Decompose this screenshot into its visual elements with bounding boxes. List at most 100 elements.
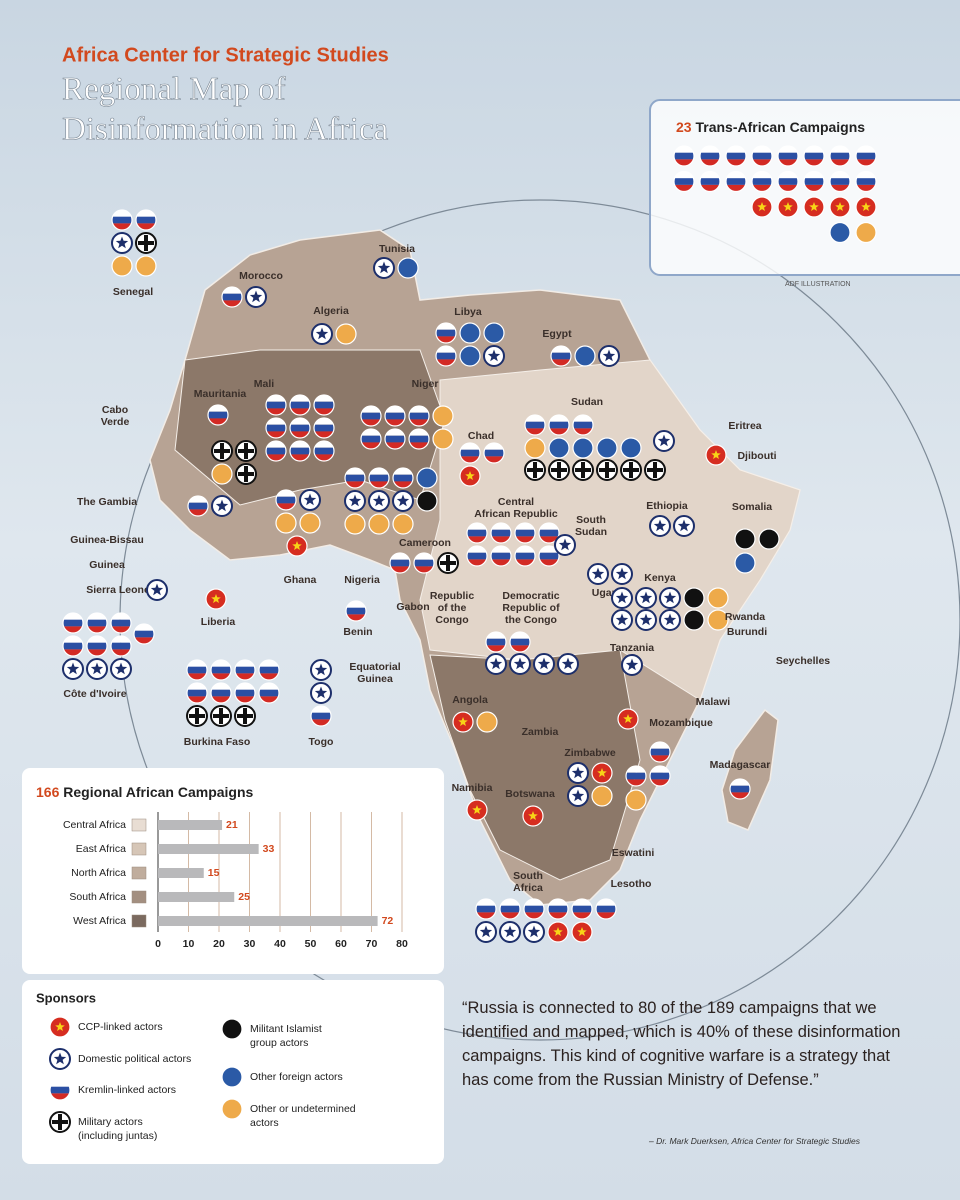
stripe bbox=[290, 431, 310, 438]
stripe bbox=[551, 352, 571, 360]
stripe bbox=[674, 178, 694, 185]
stripe bbox=[549, 421, 569, 429]
star bbox=[639, 613, 653, 626]
stripe bbox=[222, 300, 242, 307]
sponsor-icon bbox=[344, 513, 366, 535]
star bbox=[249, 290, 263, 303]
stripe bbox=[650, 742, 670, 749]
sponsor-icon bbox=[673, 145, 695, 167]
sponsor-icon bbox=[829, 221, 851, 244]
sponsor-icon bbox=[548, 414, 570, 436]
flag bbox=[778, 146, 798, 166]
stripe bbox=[830, 146, 850, 153]
flag bbox=[539, 523, 559, 543]
label-line: Djibouti bbox=[737, 450, 776, 462]
sponsor-icon bbox=[211, 495, 233, 517]
legend-line: actors bbox=[250, 1117, 279, 1129]
label-line: African Republic bbox=[474, 508, 558, 520]
stripe bbox=[467, 546, 487, 553]
flag bbox=[266, 395, 286, 415]
org-name: Africa Center for Strategic Studies bbox=[62, 44, 389, 66]
stripe bbox=[208, 405, 228, 412]
stripe bbox=[525, 415, 545, 422]
stripe bbox=[63, 649, 83, 656]
legend-icon bbox=[221, 1066, 243, 1088]
sponsor-icon bbox=[408, 405, 430, 427]
stripe bbox=[266, 401, 286, 409]
country-label: Djibouti bbox=[737, 450, 776, 462]
trans-african-count: 23 bbox=[676, 119, 692, 135]
star bbox=[602, 349, 616, 362]
sponsor-icon bbox=[567, 785, 589, 807]
country-label: Kenya bbox=[644, 572, 676, 584]
stripe bbox=[726, 146, 746, 153]
country-label: Madagascar bbox=[710, 759, 771, 771]
stripe bbox=[650, 748, 670, 756]
flag bbox=[414, 553, 434, 573]
stripe bbox=[369, 468, 389, 475]
country-label: Mauritania bbox=[194, 388, 247, 400]
rim bbox=[547, 898, 569, 920]
star bbox=[377, 261, 391, 274]
sponsor-icon bbox=[459, 345, 481, 367]
country-label: Guinea-Bissau bbox=[70, 534, 144, 546]
disc bbox=[548, 437, 570, 459]
stripe bbox=[314, 454, 334, 461]
stripe bbox=[276, 490, 296, 497]
stripe bbox=[467, 536, 487, 543]
stripe bbox=[266, 395, 286, 402]
sponsor-icon bbox=[855, 196, 877, 218]
sponsors-title: Sponsors bbox=[36, 990, 96, 1005]
rim bbox=[344, 467, 366, 489]
sponsor-icon bbox=[392, 513, 414, 535]
stripe bbox=[409, 412, 429, 420]
flag bbox=[208, 405, 228, 425]
stripe bbox=[63, 613, 83, 620]
label-line: Sudan bbox=[575, 526, 607, 538]
sponsor-icon bbox=[310, 682, 332, 704]
country-label: South Africa bbox=[513, 870, 543, 894]
rim bbox=[289, 440, 311, 462]
stripe bbox=[87, 636, 107, 643]
stripe bbox=[830, 171, 850, 179]
value-label: 33 bbox=[263, 843, 275, 855]
legend-icon bbox=[221, 1018, 243, 1040]
label-line: Ethiopia bbox=[646, 500, 688, 512]
rim bbox=[855, 170, 877, 193]
disc bbox=[221, 1018, 243, 1040]
star bbox=[292, 541, 302, 551]
rim bbox=[110, 635, 132, 657]
label-line: Namibia bbox=[452, 782, 493, 794]
rim bbox=[313, 417, 335, 439]
label-line: The Gambia bbox=[77, 496, 137, 508]
stripe bbox=[778, 184, 798, 192]
stripe bbox=[87, 642, 107, 650]
sponsor-icon bbox=[459, 442, 481, 464]
stripe bbox=[211, 666, 231, 674]
sponsor-icon bbox=[299, 489, 321, 511]
stripe bbox=[276, 496, 296, 504]
label-line: Zimbabwe bbox=[564, 747, 616, 759]
rim bbox=[49, 1079, 71, 1101]
country-label: Eritrea bbox=[728, 420, 761, 432]
label-line: Mozambique bbox=[649, 717, 713, 729]
sponsor-icon bbox=[572, 414, 594, 436]
flag bbox=[467, 523, 487, 543]
sponsor-icon bbox=[523, 921, 545, 943]
rim bbox=[360, 428, 382, 450]
sponsor-icon bbox=[777, 170, 799, 193]
sponsor-icon bbox=[644, 459, 666, 481]
stripe bbox=[50, 1080, 70, 1087]
flag bbox=[222, 287, 242, 307]
stripe bbox=[211, 689, 231, 697]
label-line: Tunisia bbox=[379, 243, 415, 255]
flag bbox=[549, 415, 569, 435]
stripe bbox=[188, 509, 208, 516]
stripe bbox=[700, 159, 720, 166]
stripe bbox=[414, 553, 434, 560]
stripe bbox=[650, 772, 670, 780]
label-line: Rwanda bbox=[725, 611, 765, 623]
stripe bbox=[524, 899, 544, 906]
rim bbox=[548, 414, 570, 436]
sponsor-icon bbox=[547, 898, 569, 920]
